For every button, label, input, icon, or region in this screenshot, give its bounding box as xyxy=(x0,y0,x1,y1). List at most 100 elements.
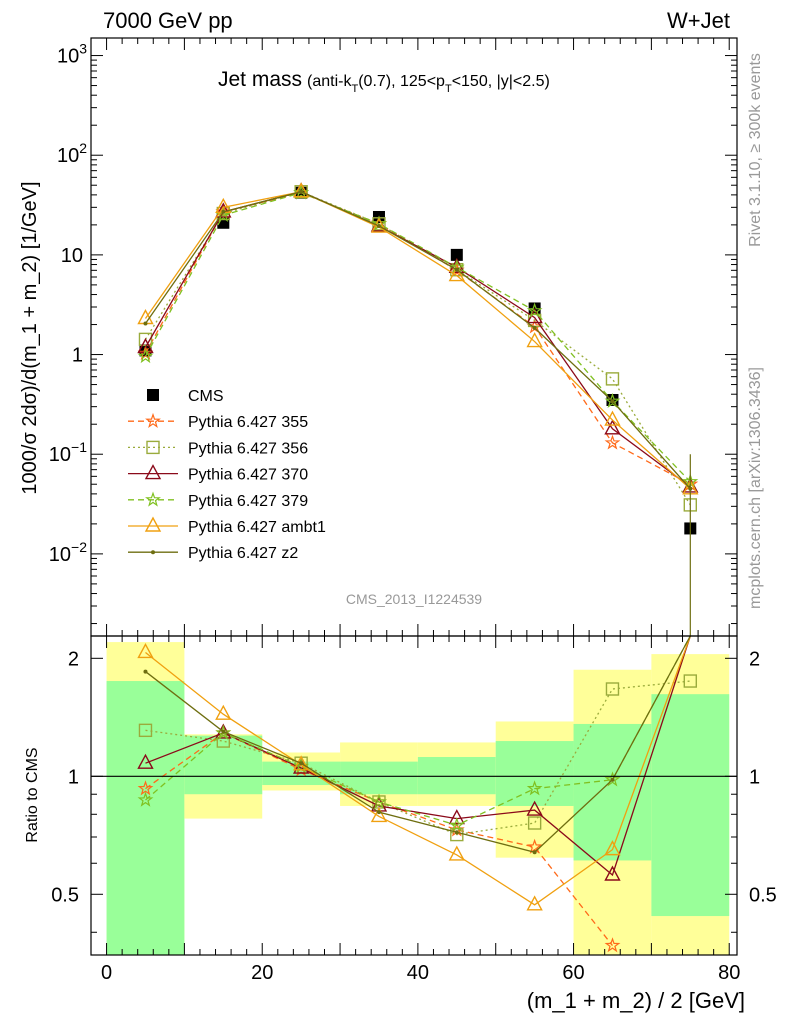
x-tick-label: 40 xyxy=(407,962,429,984)
x-tick-label: 20 xyxy=(251,962,273,984)
ratio-series-group xyxy=(137,635,698,953)
data-point xyxy=(215,203,232,219)
analysis-id-label: CMS_2013_I1224539 xyxy=(346,591,482,607)
ratio-point xyxy=(454,830,459,835)
data-point xyxy=(448,266,465,282)
source-label: mcplots.cern.ch [arXiv:1306.3436] xyxy=(747,367,764,609)
energy-label: 7000 GeV pp xyxy=(103,8,233,33)
legend-marker xyxy=(145,491,161,507)
data-point xyxy=(610,399,615,404)
legend-label: Pythia 6.427 370 xyxy=(188,467,308,484)
data-point xyxy=(137,347,154,364)
ratio-point xyxy=(604,771,621,787)
ratio-point xyxy=(215,723,232,739)
main-series-group xyxy=(137,182,699,636)
data-point xyxy=(292,182,310,198)
ratio-point xyxy=(526,838,543,854)
ratio-point xyxy=(143,669,148,674)
ratio-point xyxy=(526,780,543,796)
plot-title: Jet mass (anti-kT(0.7), 125<pT<150, |y|<2… xyxy=(218,68,550,95)
ratio-point xyxy=(604,840,621,856)
ratio-y-tick-label-right: 2 xyxy=(749,648,760,670)
band-green xyxy=(651,694,730,917)
ratio-point xyxy=(604,865,621,881)
ratio-point xyxy=(215,704,232,720)
ratio-point xyxy=(221,729,226,734)
data-point xyxy=(376,223,381,228)
legend-label: Pythia 6.427 z2 xyxy=(188,545,298,562)
x-tick-label: 0 xyxy=(101,962,112,984)
data-point xyxy=(138,332,153,347)
series-line xyxy=(144,192,691,483)
y-tick-label: 102 xyxy=(57,140,87,167)
series-line xyxy=(144,191,691,490)
data-point xyxy=(137,337,154,354)
data-point xyxy=(604,410,621,426)
ratio-point xyxy=(292,755,310,771)
legend-item: Pythia 6.427 370 xyxy=(128,464,308,484)
legend-marker xyxy=(144,464,162,480)
ratio-series-pythia-6-427-ambt1 xyxy=(137,635,691,911)
y-tick-label: 103 xyxy=(57,41,87,68)
data-point xyxy=(221,209,226,214)
legend-marker xyxy=(151,550,155,555)
y-tick-label: 1 xyxy=(72,345,83,367)
legend-item: Pythia 6.427 379 xyxy=(128,491,308,510)
data-point xyxy=(143,321,148,326)
band-green xyxy=(495,741,574,806)
ratio-y-tick-label: 0.5 xyxy=(51,884,79,906)
data-point xyxy=(454,267,459,272)
ratio-point xyxy=(532,850,537,855)
band-green xyxy=(106,681,185,955)
ratio-line xyxy=(145,635,691,853)
ratio-series-pythia-6-427-z2 xyxy=(143,635,691,855)
data-point xyxy=(532,325,537,330)
data-point xyxy=(604,419,621,435)
ratio-point xyxy=(448,809,465,825)
ratio-point xyxy=(370,806,388,823)
legend-marker xyxy=(146,440,160,455)
legend-label: Pythia 6.427 ambt1 xyxy=(188,519,326,536)
ratio-point xyxy=(526,800,543,816)
ratio-point xyxy=(605,682,620,696)
series-line xyxy=(144,191,691,506)
x-tick-label: 60 xyxy=(562,962,584,984)
legend-label: CMS xyxy=(188,388,224,405)
main-series-pythia-6-427-z2 xyxy=(143,189,693,491)
data-point xyxy=(605,372,620,386)
ratio-y-tick-label: 2 xyxy=(68,648,79,670)
ratio-point xyxy=(299,761,304,766)
y-tick-label: 10−1 xyxy=(49,439,87,466)
data-point xyxy=(604,392,621,409)
band-green xyxy=(417,757,496,795)
data-point xyxy=(370,217,388,233)
series-line xyxy=(144,191,691,490)
data-point xyxy=(299,189,304,194)
ratio-point xyxy=(376,810,381,815)
legend-label: Pythia 6.427 379 xyxy=(188,493,308,510)
ratio-y-axis-label: Ratio to CMS xyxy=(24,747,41,842)
main-series-pythia-6-427-356 xyxy=(138,185,698,512)
data-point xyxy=(526,332,543,348)
x-tick-label: 80 xyxy=(718,962,740,984)
legend-item: Pythia 6.427 355 xyxy=(128,412,308,431)
data-point xyxy=(293,184,310,200)
ratio-point xyxy=(448,845,465,861)
legend-item: Pythia 6.427 ambt1 xyxy=(128,516,326,536)
ratio-point xyxy=(604,937,621,953)
ratio-y-tick-label: 1 xyxy=(68,766,79,788)
legend-label: Pythia 6.427 355 xyxy=(188,414,308,431)
ratio-point xyxy=(526,895,543,911)
ratio-line xyxy=(145,635,691,826)
legend-label: Pythia 6.427 356 xyxy=(188,440,308,457)
ratio-uncertainty-bands xyxy=(106,642,730,955)
ratio-point xyxy=(610,777,615,782)
band-green xyxy=(573,723,652,861)
y-tick-label: 10−2 xyxy=(49,539,87,566)
ratio-point xyxy=(138,723,153,738)
rivet-version-label: Rivet 3.1.10, ≥ 300k events xyxy=(747,53,764,247)
ratio-point xyxy=(215,724,232,740)
legend-marker xyxy=(147,389,159,401)
legend-item: Pythia 6.427 z2 xyxy=(128,545,298,562)
